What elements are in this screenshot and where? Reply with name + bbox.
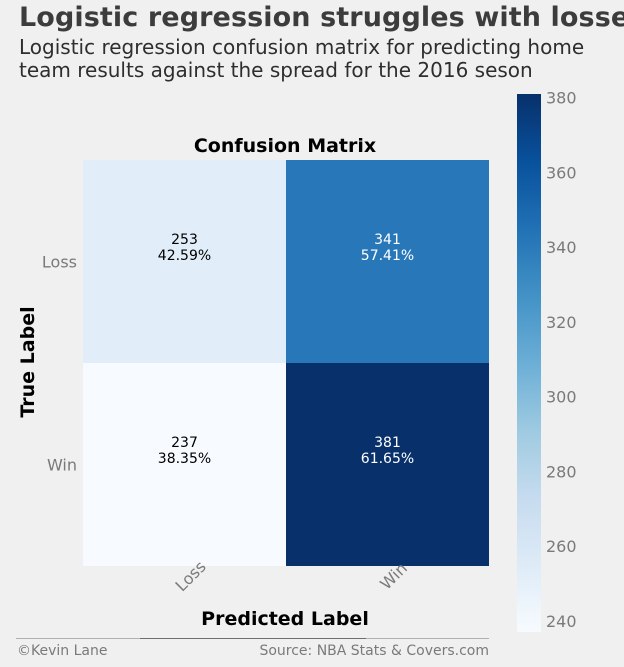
- colorbar-tick-label: 300: [546, 388, 577, 407]
- colorbar-tick-label: 260: [546, 537, 577, 556]
- cell-count-label: 237: [171, 435, 198, 451]
- cell-percent-label: 61.65%: [361, 451, 414, 467]
- footer-divider: [16, 638, 489, 639]
- colorbar-tick-label: 240: [546, 612, 577, 631]
- heatmap-cell: [286, 160, 489, 363]
- heatmap-cell: [83, 160, 286, 363]
- colorbar-tick-label: 380: [546, 89, 577, 108]
- colorbar-tick-label: 360: [546, 163, 577, 182]
- cell-percent-label: 42.59%: [158, 248, 211, 264]
- colorbar-tick-label: 340: [546, 238, 577, 257]
- subtitle: Logistic regression confusion matrix for…: [19, 35, 585, 82]
- footer-source: Source: NBA Stats & Covers.com: [259, 643, 489, 659]
- colorbar-tick-label: 280: [546, 462, 577, 481]
- y-tick-label: Loss: [42, 253, 77, 272]
- cell-count-label: 341: [374, 232, 401, 248]
- heatmap-cell: [286, 363, 489, 566]
- heatmap-cell: [83, 363, 286, 566]
- colorbar: [517, 94, 541, 632]
- cell-count-label: 381: [374, 435, 401, 451]
- y-tick-label: Win: [47, 456, 77, 475]
- cell-percent-label: 38.35%: [158, 451, 211, 467]
- footer-credit: ©Kevin Lane: [17, 643, 108, 659]
- headline: Logistic regression struggles with losse…: [19, 2, 624, 33]
- cell-percent-label: 57.41%: [361, 248, 414, 264]
- y-axis-label: True Label: [17, 306, 39, 417]
- colorbar-tick-label: 320: [546, 313, 577, 332]
- x-axis-label: Predicted Label: [201, 608, 369, 630]
- cell-count-label: 253: [171, 232, 198, 248]
- chart-title: Confusion Matrix: [194, 135, 376, 157]
